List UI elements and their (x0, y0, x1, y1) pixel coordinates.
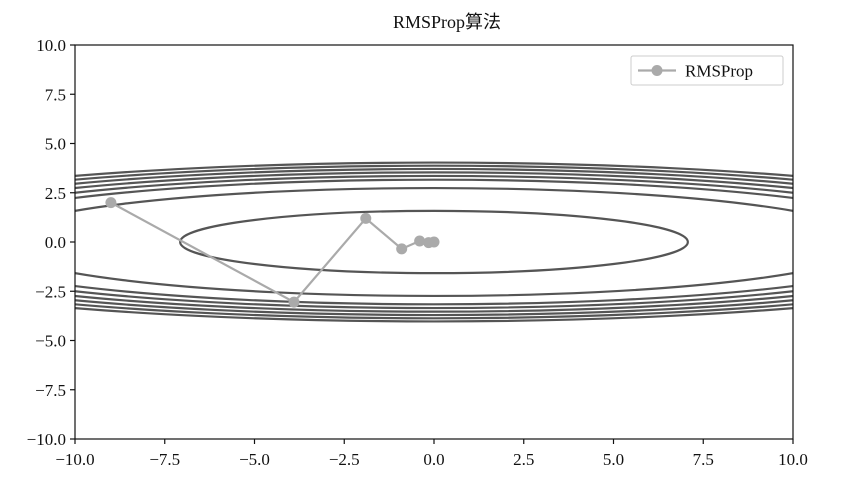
y-tick-label: −5.0 (35, 332, 66, 351)
contour-level-1 (179, 209, 689, 275)
contour-level-2 (75, 186, 793, 298)
x-tick-label: 10.0 (778, 450, 808, 469)
x-tick-label: −10.0 (55, 450, 94, 469)
series-point-6 (428, 236, 440, 248)
legend-label: RMSProp (685, 62, 753, 81)
contour-level-5 (75, 171, 793, 313)
contour-level-8 (75, 161, 793, 323)
series-point-2 (360, 212, 372, 224)
series-layer (105, 197, 440, 308)
x-tick-label: −5.0 (239, 450, 270, 469)
x-tick-label: −2.5 (329, 450, 360, 469)
series-point-0 (105, 197, 117, 209)
contour-level-7 (75, 164, 793, 320)
y-axis: 10.0 7.5 5.0 2.5 0.0 −2.5 −5.0 −7.5 −10.0 (27, 36, 75, 449)
series-point-3 (396, 243, 408, 255)
y-tick-label: −10.0 (27, 430, 66, 449)
legend: RMSProp (630, 55, 784, 86)
y-tick-label: 0.0 (45, 233, 66, 252)
legend-marker (651, 65, 663, 76)
y-tick-label: 5.0 (45, 135, 66, 154)
y-tick-label: 2.5 (45, 184, 66, 203)
x-axis: −10.0 −7.5 −5.0 −2.5 0.0 2.5 5.0 7.5 10.0 (55, 439, 808, 469)
x-tick-label: −7.5 (149, 450, 180, 469)
x-tick-label: 2.5 (513, 450, 534, 469)
contour-lines (75, 161, 793, 323)
y-tick-label: −2.5 (35, 282, 66, 301)
y-tick-label: 7.5 (45, 85, 66, 104)
contour-level-3 (75, 178, 793, 306)
legend-box (630, 55, 784, 86)
x-tick-label: 0.0 (423, 450, 444, 469)
contour-level-4 (75, 174, 793, 310)
x-tick-label: 5.0 (603, 450, 624, 469)
series-point-1 (288, 296, 300, 308)
contour-level-6 (75, 167, 793, 317)
series-point-4 (414, 235, 426, 247)
y-tick-label: 10.0 (36, 36, 66, 55)
y-tick-label: −7.5 (35, 381, 66, 400)
x-tick-label: 7.5 (693, 450, 714, 469)
chart-title: RMSProp算法 (393, 12, 501, 32)
